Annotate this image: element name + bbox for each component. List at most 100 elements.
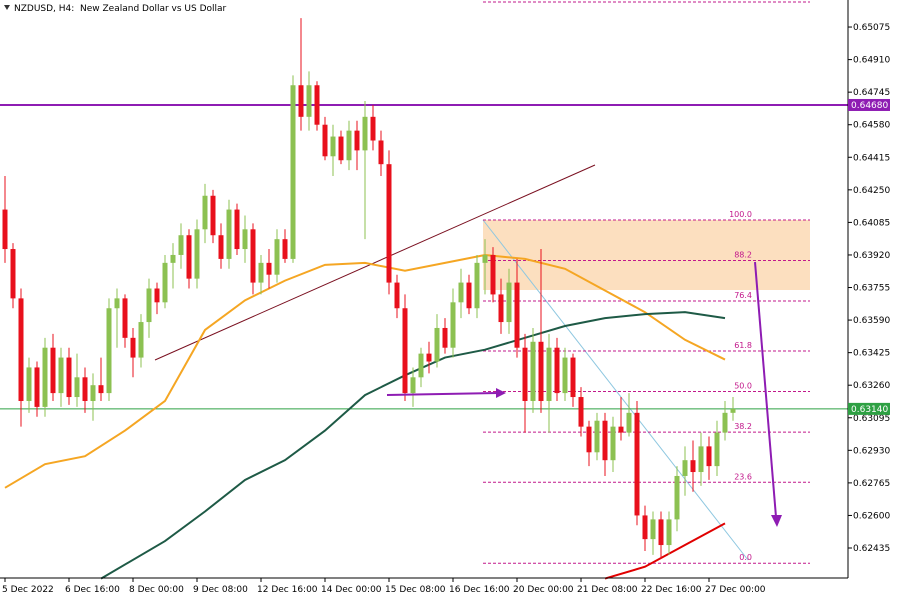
candle-body bbox=[642, 515, 648, 540]
candle-body bbox=[578, 397, 584, 427]
candle-body bbox=[42, 347, 48, 407]
candle-body bbox=[722, 412, 728, 433]
candle-body bbox=[26, 367, 32, 401]
candle-body bbox=[170, 254, 176, 263]
candle-body bbox=[714, 432, 720, 467]
candle-body bbox=[402, 308, 408, 394]
fib-label: 23.6 bbox=[734, 472, 752, 481]
candle-body bbox=[218, 235, 224, 259]
y-tick-label: 0.65075 bbox=[853, 23, 890, 33]
candle-body bbox=[514, 282, 520, 348]
fib-label: 61.8 bbox=[734, 341, 752, 350]
fib-label: 88.2 bbox=[734, 250, 752, 259]
candle-body bbox=[618, 426, 624, 433]
candle-body bbox=[90, 385, 96, 401]
candle-body bbox=[282, 239, 288, 259]
fib-label: 38.2 bbox=[734, 422, 752, 431]
candle-body bbox=[626, 412, 632, 433]
symbol-icon bbox=[4, 5, 10, 10]
candle-body bbox=[490, 254, 496, 295]
y-tick-label: 0.64250 bbox=[853, 186, 890, 196]
candle-body bbox=[298, 85, 304, 117]
candle-body bbox=[546, 347, 552, 401]
candle-body bbox=[234, 209, 240, 250]
x-tick-label: 9 Dec 08:00 bbox=[193, 585, 248, 595]
moving-average bbox=[4, 253, 726, 489]
y-tick-label: 0.64415 bbox=[853, 153, 890, 163]
y-tick-label: 0.63425 bbox=[853, 349, 890, 359]
candle-body bbox=[554, 347, 560, 394]
x-tick-label: 21 Dec 08:00 bbox=[577, 585, 638, 595]
candle-body bbox=[114, 298, 120, 309]
candle-body bbox=[498, 294, 504, 323]
fib-label: 0.0 bbox=[739, 553, 752, 562]
price-marker-label: 0.64680 bbox=[851, 101, 888, 111]
candle-body bbox=[506, 282, 512, 323]
candle-body bbox=[34, 367, 40, 407]
series-layer: 100.0 88.2 76.4 61.8 50.0 38.2 23.6 0.0 bbox=[0, 18, 848, 580]
trend-line bbox=[154, 164, 596, 361]
candle-body bbox=[530, 341, 536, 401]
candle-body bbox=[410, 377, 416, 394]
candle-body bbox=[378, 140, 384, 165]
candle-body bbox=[682, 460, 688, 476]
x-tick-label: 5 Dec 2022 bbox=[2, 585, 54, 595]
candle-body bbox=[122, 298, 128, 338]
candle-body bbox=[426, 353, 432, 362]
candle-body bbox=[210, 195, 216, 236]
candle-body bbox=[730, 408, 736, 413]
candle-body bbox=[650, 519, 656, 540]
x-tick-label: 15 Dec 08:00 bbox=[385, 585, 446, 595]
candle-body bbox=[74, 377, 80, 398]
candle-body bbox=[306, 85, 312, 117]
y-tick-label: 0.64580 bbox=[853, 121, 890, 131]
fib-label: 50.0 bbox=[734, 382, 752, 391]
x-tick-label: 16 Dec 16:00 bbox=[449, 585, 510, 595]
y-tick-label: 0.63260 bbox=[853, 381, 890, 391]
x-tick-label: 12 Dec 16:00 bbox=[257, 585, 318, 595]
candle-body bbox=[370, 116, 376, 141]
x-tick-label: 14 Dec 00:00 bbox=[321, 585, 382, 595]
candle-body bbox=[330, 136, 336, 157]
price-marker-label: 0.63140 bbox=[851, 405, 888, 415]
candle-body bbox=[394, 282, 400, 309]
candle-body bbox=[362, 116, 368, 151]
candle-body bbox=[226, 209, 232, 259]
candle-body bbox=[322, 124, 328, 157]
candle-body bbox=[82, 377, 88, 401]
candle-body bbox=[10, 249, 16, 299]
candle-body bbox=[690, 460, 696, 473]
candle-body bbox=[434, 327, 440, 362]
candle-body bbox=[58, 357, 64, 394]
candle-body bbox=[2, 209, 8, 250]
candle-body bbox=[266, 262, 272, 275]
candle-body bbox=[178, 235, 184, 255]
moving-average bbox=[604, 522, 726, 580]
candle-body bbox=[466, 282, 472, 309]
candle-body bbox=[290, 85, 296, 259]
y-tick-label: 0.63920 bbox=[853, 251, 890, 261]
candle-body bbox=[538, 341, 544, 401]
candle-body bbox=[338, 136, 344, 161]
zone-rectangle bbox=[483, 220, 810, 290]
candle-body bbox=[634, 412, 640, 516]
candle-body bbox=[146, 288, 152, 323]
candle-body bbox=[562, 357, 568, 394]
candle-body bbox=[354, 130, 360, 151]
candle-body bbox=[346, 130, 352, 161]
fib-label: 100.0 bbox=[729, 210, 752, 219]
y-tick-label: 0.62600 bbox=[853, 511, 890, 521]
candle-body bbox=[450, 302, 456, 348]
candle-body bbox=[418, 353, 424, 378]
fib-diagonal bbox=[482, 219, 749, 561]
arrow-shaft bbox=[386, 392, 499, 396]
candle-body bbox=[458, 282, 464, 303]
candle-body bbox=[482, 254, 488, 263]
x-tick-label: 22 Dec 16:00 bbox=[641, 585, 702, 595]
candle-body bbox=[106, 308, 112, 394]
candle-body bbox=[162, 262, 168, 303]
candle-body bbox=[594, 420, 600, 453]
arrow-head bbox=[771, 515, 782, 527]
candle-body bbox=[586, 426, 592, 453]
